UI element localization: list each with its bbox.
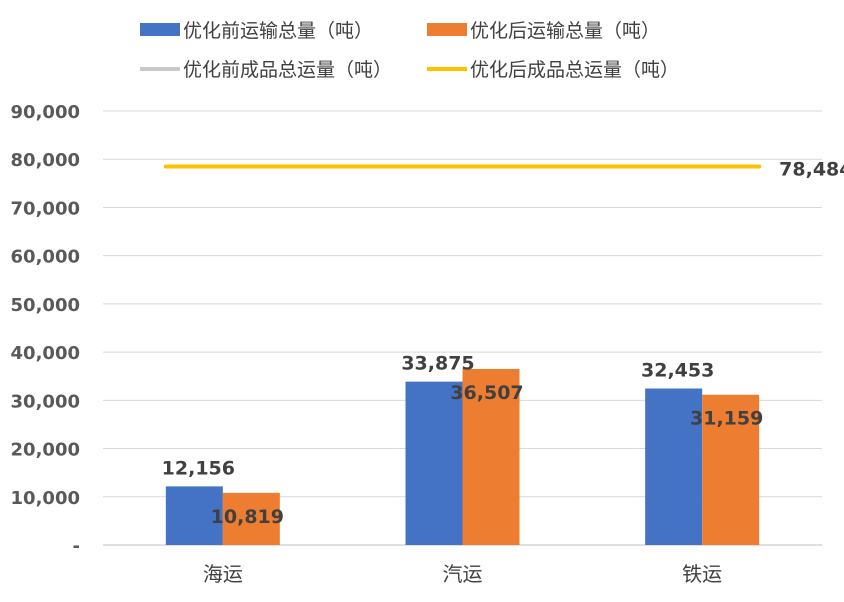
x-tick-label: 汽运: [443, 562, 483, 586]
bars: [165, 368, 760, 545]
bar: [222, 492, 280, 545]
x-tick-label: 海运: [203, 562, 243, 586]
y-axis-ticks: - 10,000 20,000 30,000 40,000 50,000 60,000 70,…: [11, 102, 80, 557]
y-tick-label: 40,000: [11, 343, 80, 364]
y-tick-label: -: [73, 536, 80, 557]
y-tick-label: 60,000: [11, 247, 80, 268]
data-labels: 12,156 10,819 33,875 36,507 32,453 31,159 78,4…: [162, 159, 844, 528]
legend-label: 优化后成品总运量（吨）: [470, 59, 679, 81]
x-axis: 海运 汽运 铁运: [203, 562, 722, 586]
x-tick-label: 铁运: [682, 562, 722, 586]
y-tick-label: 30,000: [11, 391, 80, 412]
legend-label: 优化后运输总量（吨）: [470, 20, 660, 42]
legend-swatch: [140, 23, 180, 36]
y-tick-label: 70,000: [11, 198, 80, 219]
legend-swatch: [427, 23, 467, 36]
data-label: 33,875: [401, 353, 474, 375]
y-tick-label: 90,000: [11, 102, 80, 123]
y-tick-label: 50,000: [11, 295, 80, 316]
bar: [645, 388, 703, 545]
legend: 优化前运输总量（吨） 优化后运输总量（吨） 优化前成品总运量（吨） 优化后成品总运量（…: [140, 20, 679, 81]
data-label: 32,453: [641, 360, 714, 382]
bar: [702, 394, 760, 545]
data-label: 12,156: [162, 457, 235, 479]
y-tick-label: 80,000: [11, 150, 80, 171]
data-label: 78,484: [779, 159, 844, 181]
y-tick-label: 20,000: [11, 440, 80, 461]
data-label: 36,507: [450, 382, 523, 404]
legend-label: 优化前运输总量（吨）: [183, 20, 373, 42]
bar: [165, 486, 223, 545]
data-label: 10,819: [211, 506, 284, 528]
data-label: 31,159: [690, 408, 763, 430]
y-tick-label: 10,000: [11, 488, 80, 509]
bar: [405, 381, 463, 545]
bar: [462, 368, 520, 545]
legend-label: 优化前成品总运量（吨）: [183, 59, 392, 81]
